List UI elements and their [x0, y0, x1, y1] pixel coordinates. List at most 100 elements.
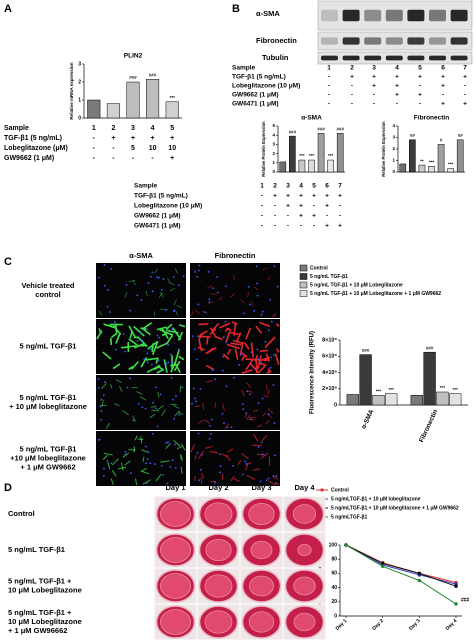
- stained-fiber: [134, 435, 138, 441]
- row-label: Lobeglitazone (10 μM): [232, 83, 300, 90]
- stained-fiber: [129, 280, 136, 282]
- nucleus: [270, 320, 273, 323]
- nucleus: [196, 275, 199, 278]
- point: [380, 561, 385, 566]
- nucleus: [129, 309, 132, 312]
- stained-fiber: [174, 348, 180, 362]
- stained-fiber: [121, 410, 130, 416]
- stained-fiber: [173, 404, 180, 409]
- nucleus: [224, 320, 227, 323]
- row-label: Sample: [232, 65, 256, 72]
- nucleus: [146, 361, 149, 364]
- nucleus: [225, 385, 228, 388]
- stained-fiber: [258, 356, 270, 362]
- bar: [418, 164, 426, 173]
- stained-fiber: [159, 291, 164, 298]
- stained-fiber: [265, 384, 268, 391]
- stained-fiber: [156, 326, 167, 331]
- stained-fiber: [197, 419, 205, 424]
- blot-label: Tubulin: [262, 53, 289, 62]
- nucleus: [248, 393, 251, 396]
- gel: [248, 611, 275, 633]
- stained-fiber: [156, 342, 169, 349]
- stained-fiber: [206, 335, 209, 345]
- table-cell: -: [328, 101, 330, 108]
- stained-fiber: [197, 346, 205, 351]
- table-cell: -: [300, 223, 302, 230]
- stained-fiber: [137, 336, 148, 348]
- stained-fiber: [124, 460, 131, 466]
- bar: [428, 166, 435, 173]
- stained-fiber: [177, 411, 184, 416]
- x-tick-label: Day 1: [335, 618, 349, 632]
- stained-fiber: [145, 290, 148, 297]
- nucleus: [162, 278, 165, 280]
- table-cell: 7: [338, 183, 342, 190]
- nucleus: [197, 335, 200, 338]
- gel: [297, 543, 312, 557]
- nucleus: [150, 275, 152, 278]
- stained-fiber: [262, 267, 269, 271]
- nucleus: [273, 265, 276, 268]
- nucleus: [219, 465, 222, 468]
- stained-fiber: [114, 403, 120, 406]
- gel: [204, 574, 233, 598]
- stained-fiber: [176, 445, 183, 450]
- panel-letter: C: [4, 256, 12, 268]
- stained-fiber: [175, 310, 179, 316]
- stained-fiber: [140, 436, 143, 444]
- stained-fiber: [247, 390, 253, 393]
- column-header: Day 4: [294, 483, 315, 492]
- nucleus: [181, 386, 184, 389]
- y-tick-label: 2: [78, 79, 81, 85]
- blot-band: [342, 55, 360, 61]
- point: [417, 578, 422, 583]
- blot-band: [450, 37, 468, 45]
- y-tick-label: 0: [334, 402, 337, 408]
- table-cell: -: [419, 101, 421, 108]
- nucleus: [130, 472, 132, 475]
- nucleus: [146, 482, 148, 484]
- nucleus: [226, 426, 229, 429]
- blot-band: [429, 55, 446, 61]
- nucleus: [255, 265, 258, 268]
- y-tick-label: 8×10⁶: [322, 337, 337, 343]
- table-cell: +: [441, 101, 445, 108]
- nucleus: [171, 459, 174, 461]
- stained-fiber: [257, 365, 266, 374]
- nucleus: [212, 287, 214, 290]
- stained-fiber: [266, 370, 272, 374]
- stained-fiber: [272, 314, 277, 318]
- nucleus: [169, 353, 172, 356]
- nucleus: [97, 378, 100, 381]
- nucleus: [136, 339, 139, 342]
- nucleus: [167, 441, 169, 444]
- table-cell: -: [351, 83, 353, 90]
- table-cell: -: [351, 92, 353, 99]
- y-tick-label: 60: [331, 571, 337, 577]
- stained-fiber: [272, 475, 279, 481]
- micrograph: [190, 375, 280, 430]
- table-cell: 5: [312, 183, 316, 190]
- nucleus: [114, 348, 117, 351]
- nucleus: [261, 453, 264, 456]
- stained-fiber: [207, 285, 213, 289]
- legend-label: 5 ng/mL TGF-β1 + 10 μM Lobeglitazone: [310, 282, 403, 288]
- y-tick-label: 0: [272, 169, 275, 174]
- table-cell: -: [419, 83, 421, 90]
- row-label: 5 ng/mL TGF-β1: [20, 341, 77, 350]
- stained-fiber: [133, 325, 145, 337]
- row-label: + 1 μM GW9662: [20, 462, 75, 471]
- gel: [250, 540, 273, 560]
- nucleus: [214, 481, 216, 484]
- table-cell: +: [441, 74, 445, 81]
- stained-fiber: [276, 482, 280, 486]
- panel-letter: D: [4, 482, 12, 494]
- y-tick-label: 100: [329, 542, 338, 548]
- nucleus: [110, 268, 113, 270]
- nucleus: [250, 351, 253, 354]
- blot-band: [429, 9, 446, 22]
- stained-fiber: [241, 452, 249, 459]
- stained-fiber: [263, 394, 269, 398]
- table-cell: +: [299, 193, 303, 200]
